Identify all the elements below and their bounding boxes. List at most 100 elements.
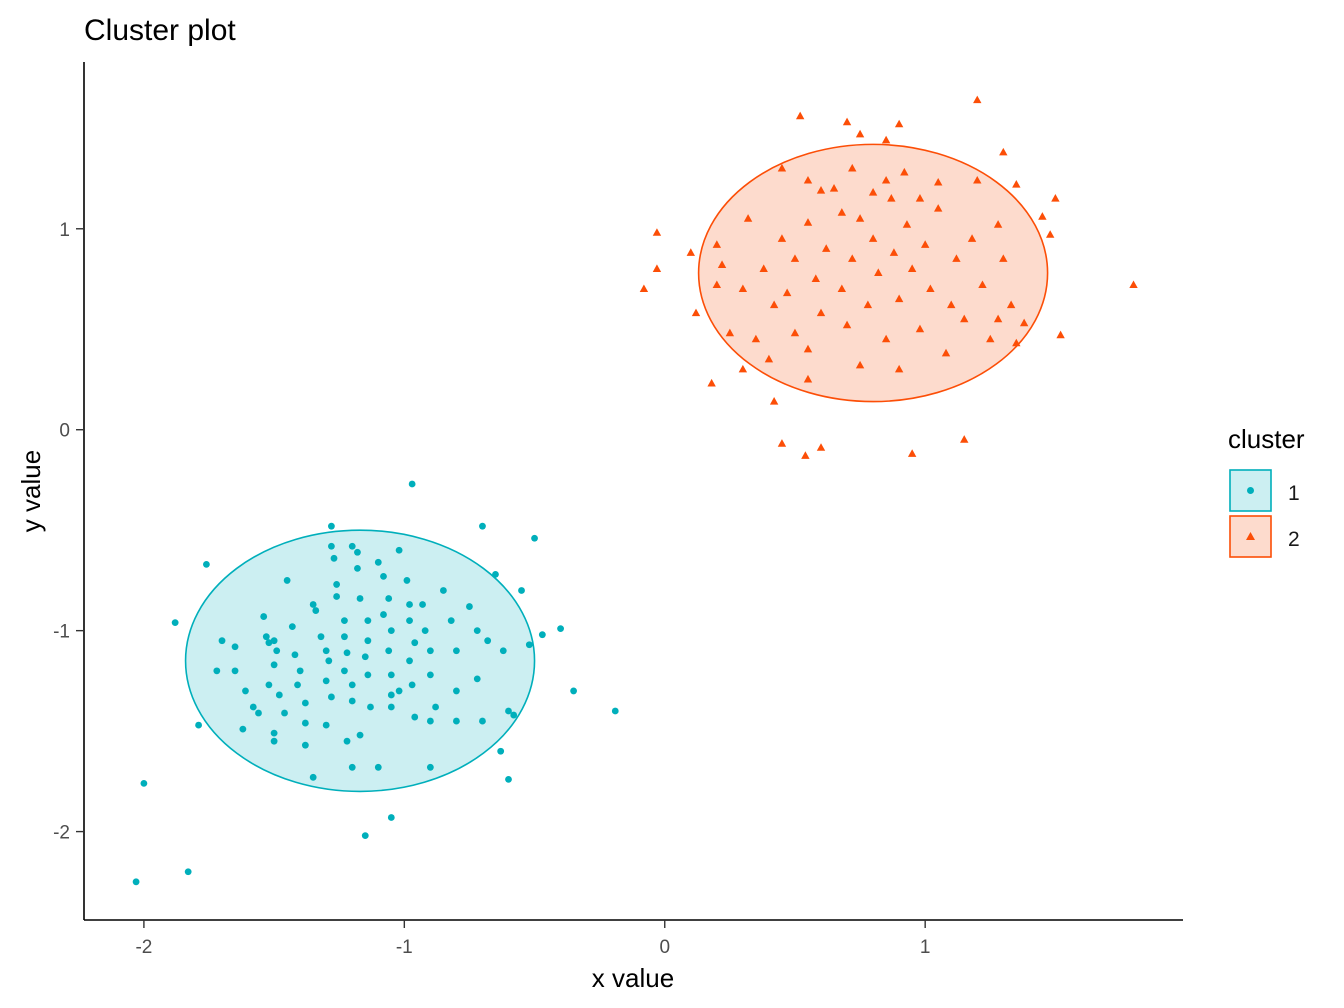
legend-item-1: 1	[1229, 469, 1300, 512]
x-tick-label: 1	[920, 937, 931, 958]
cluster-1-point	[281, 709, 288, 717]
cluster-1-point	[322, 721, 330, 729]
cluster-1-point	[291, 651, 299, 659]
cluster-1-point	[387, 703, 395, 711]
cluster-1-point	[249, 703, 257, 711]
cluster-2-point	[738, 364, 748, 373]
cluster-2-point	[986, 334, 995, 343]
cluster-1-point	[301, 741, 309, 749]
cluster-2-point	[1056, 330, 1065, 339]
cluster-2-point	[900, 167, 909, 176]
cluster-2-points	[639, 95, 1138, 459]
cluster-2-point	[933, 204, 943, 212]
cluster-2-point	[960, 314, 969, 323]
cluster-2-point	[889, 248, 899, 256]
cluster-1-point	[348, 542, 356, 550]
cluster-2-point	[967, 234, 977, 242]
cluster-1-ellipse	[184, 529, 536, 793]
cluster-2-point	[837, 208, 847, 216]
cluster-1-point	[557, 625, 564, 633]
cluster-1-point	[294, 681, 301, 689]
cluster-2-point	[777, 439, 787, 447]
cluster-2-point	[777, 234, 787, 242]
cluster-1-point	[195, 721, 202, 729]
y-axis-label: y value	[16, 450, 46, 532]
cluster-1-point	[497, 747, 505, 755]
cluster-2-point	[952, 254, 961, 262]
cluster-1-point	[395, 546, 403, 554]
cluster-1-point	[453, 687, 460, 695]
cluster-2-point	[769, 396, 779, 405]
cluster-2-point	[855, 360, 865, 369]
cluster-2-point	[652, 264, 662, 272]
y-tick-label: -1	[53, 622, 70, 643]
cluster-2-point	[1038, 212, 1047, 220]
cluster-1-point	[518, 587, 525, 594]
cluster-2-point	[881, 175, 891, 184]
legend-marker-2-icon	[1246, 532, 1255, 540]
cluster-2-point	[795, 111, 805, 120]
cluster-2-point	[993, 220, 1003, 228]
cluster-2-point	[725, 328, 735, 337]
cluster-2-point	[822, 244, 831, 252]
cluster-1-point	[341, 633, 348, 641]
cluster-1-point	[473, 675, 481, 683]
cluster-1-point	[570, 687, 578, 695]
y-tick-label: 1	[59, 220, 70, 241]
cluster-1-point	[343, 649, 351, 657]
cluster-1-point	[203, 560, 210, 568]
cluster-1-point	[387, 691, 395, 699]
cluster-1-point	[265, 681, 273, 689]
cluster-1-point	[242, 687, 249, 695]
cluster-2-point	[759, 264, 768, 272]
cluster-1-point	[301, 719, 309, 727]
cluster-1-point	[510, 711, 518, 719]
cluster-1-point	[354, 548, 361, 556]
chart-title: Cluster plot	[84, 14, 236, 47]
cluster-2-point	[769, 300, 779, 309]
cluster-1-point	[361, 653, 369, 661]
cluster-2-point	[999, 254, 1008, 262]
cluster-1-point	[171, 619, 179, 627]
cluster-2-point	[978, 280, 987, 289]
cluster-1-point	[380, 572, 387, 580]
cluster-1-point	[538, 631, 546, 639]
cluster-1-point	[270, 661, 278, 669]
cluster-1-point	[341, 667, 348, 675]
cluster-2-point	[837, 284, 847, 293]
cluster-1-point	[432, 703, 439, 711]
cluster-1-point	[296, 667, 304, 675]
cluster-1-point	[505, 775, 512, 783]
y-tick-label: 0	[59, 421, 70, 442]
cluster-2-point	[707, 378, 716, 387]
cluster-2-point	[894, 294, 904, 303]
cluster-1-point	[309, 773, 317, 781]
cluster-1-point	[367, 703, 374, 711]
cluster-1-point	[453, 717, 460, 725]
legend-item-2: 2	[1229, 515, 1300, 558]
cluster-2-point	[842, 117, 852, 126]
cluster-1-point	[317, 633, 325, 641]
cluster-1-point	[364, 617, 372, 625]
cluster-1-point	[484, 637, 492, 645]
cluster-1-point	[328, 693, 335, 701]
cluster-2-point	[1051, 194, 1060, 202]
cluster-1-point	[411, 639, 419, 647]
cluster-2-point	[816, 185, 826, 194]
x-axis-label: x value	[592, 963, 674, 993]
cluster-1-point	[231, 667, 239, 675]
cluster-2-point	[803, 374, 813, 383]
cluster-1-point	[288, 623, 296, 631]
cluster-1-point	[218, 637, 226, 645]
cluster-1-point	[380, 611, 387, 618]
cluster-2-point	[973, 95, 982, 104]
cluster-1-point	[260, 613, 268, 620]
cluster-1-point	[492, 570, 499, 578]
cluster-1-point	[408, 681, 416, 689]
cluster-1-point	[273, 647, 281, 655]
cluster-1-point	[473, 627, 481, 635]
cluster-1-point	[374, 558, 382, 566]
cluster-1-point	[453, 647, 460, 655]
cluster-1-point	[505, 707, 512, 715]
